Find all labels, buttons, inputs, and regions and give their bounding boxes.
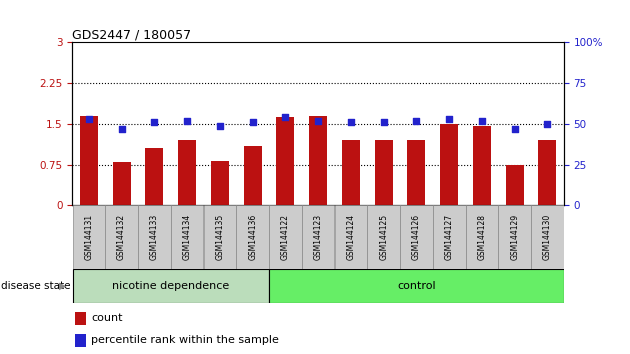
Bar [440,124,458,205]
Point [379,119,389,125]
Point [510,126,520,132]
Point [346,119,356,125]
Bar [309,116,327,205]
Text: GSM144134: GSM144134 [183,214,192,260]
Bar [146,148,163,205]
FancyBboxPatch shape [138,205,171,269]
FancyBboxPatch shape [236,205,269,269]
Text: nicotine dependence: nicotine dependence [112,281,229,291]
Bar [178,140,196,205]
Bar [342,140,360,205]
Bar [506,165,524,205]
Text: GSM144136: GSM144136 [248,214,257,260]
Point [182,118,192,124]
Point [149,119,159,125]
FancyBboxPatch shape [367,205,400,269]
FancyBboxPatch shape [203,205,236,269]
Bar [277,118,294,205]
Text: GSM144130: GSM144130 [543,214,552,260]
Text: GSM144125: GSM144125 [379,214,388,260]
Text: control: control [397,281,436,291]
FancyBboxPatch shape [72,269,269,303]
Bar [113,162,130,205]
FancyBboxPatch shape [433,205,466,269]
Text: GSM144135: GSM144135 [215,214,224,260]
Bar [75,334,86,347]
Point [248,119,258,125]
Point [280,115,290,120]
Point [444,116,454,122]
FancyBboxPatch shape [335,205,367,269]
Text: GSM144124: GSM144124 [346,214,355,260]
Text: GSM144128: GSM144128 [478,214,486,260]
FancyBboxPatch shape [269,205,302,269]
FancyBboxPatch shape [302,205,335,269]
FancyBboxPatch shape [400,205,433,269]
Text: disease state: disease state [1,281,71,291]
Text: GSM144123: GSM144123 [314,214,323,260]
Bar [75,312,86,325]
Text: GSM144131: GSM144131 [84,214,93,260]
Text: percentile rank within the sample: percentile rank within the sample [91,335,279,345]
Text: GSM144132: GSM144132 [117,214,126,260]
Text: GDS2447 / 180057: GDS2447 / 180057 [72,28,192,41]
Bar [539,140,556,205]
FancyBboxPatch shape [466,205,498,269]
FancyBboxPatch shape [105,205,138,269]
Point [117,126,127,132]
Text: count: count [91,313,123,323]
Bar [473,126,491,205]
FancyBboxPatch shape [498,205,531,269]
Point [542,121,553,127]
FancyBboxPatch shape [72,205,105,269]
FancyBboxPatch shape [269,269,564,303]
Bar [408,140,425,205]
Point [84,116,94,122]
Text: GSM144127: GSM144127 [445,214,454,260]
Text: GSM144122: GSM144122 [281,214,290,260]
Bar [80,116,98,205]
Point [313,118,323,124]
Point [411,118,421,124]
Bar [244,145,261,205]
FancyBboxPatch shape [531,205,564,269]
Text: ▶: ▶ [59,281,66,291]
Text: GSM144129: GSM144129 [510,214,519,260]
Text: GSM144126: GSM144126 [412,214,421,260]
Bar [375,140,392,205]
Bar [211,161,229,205]
Text: GSM144133: GSM144133 [150,214,159,260]
FancyBboxPatch shape [171,205,203,269]
Point [215,123,225,129]
Point [477,118,487,124]
